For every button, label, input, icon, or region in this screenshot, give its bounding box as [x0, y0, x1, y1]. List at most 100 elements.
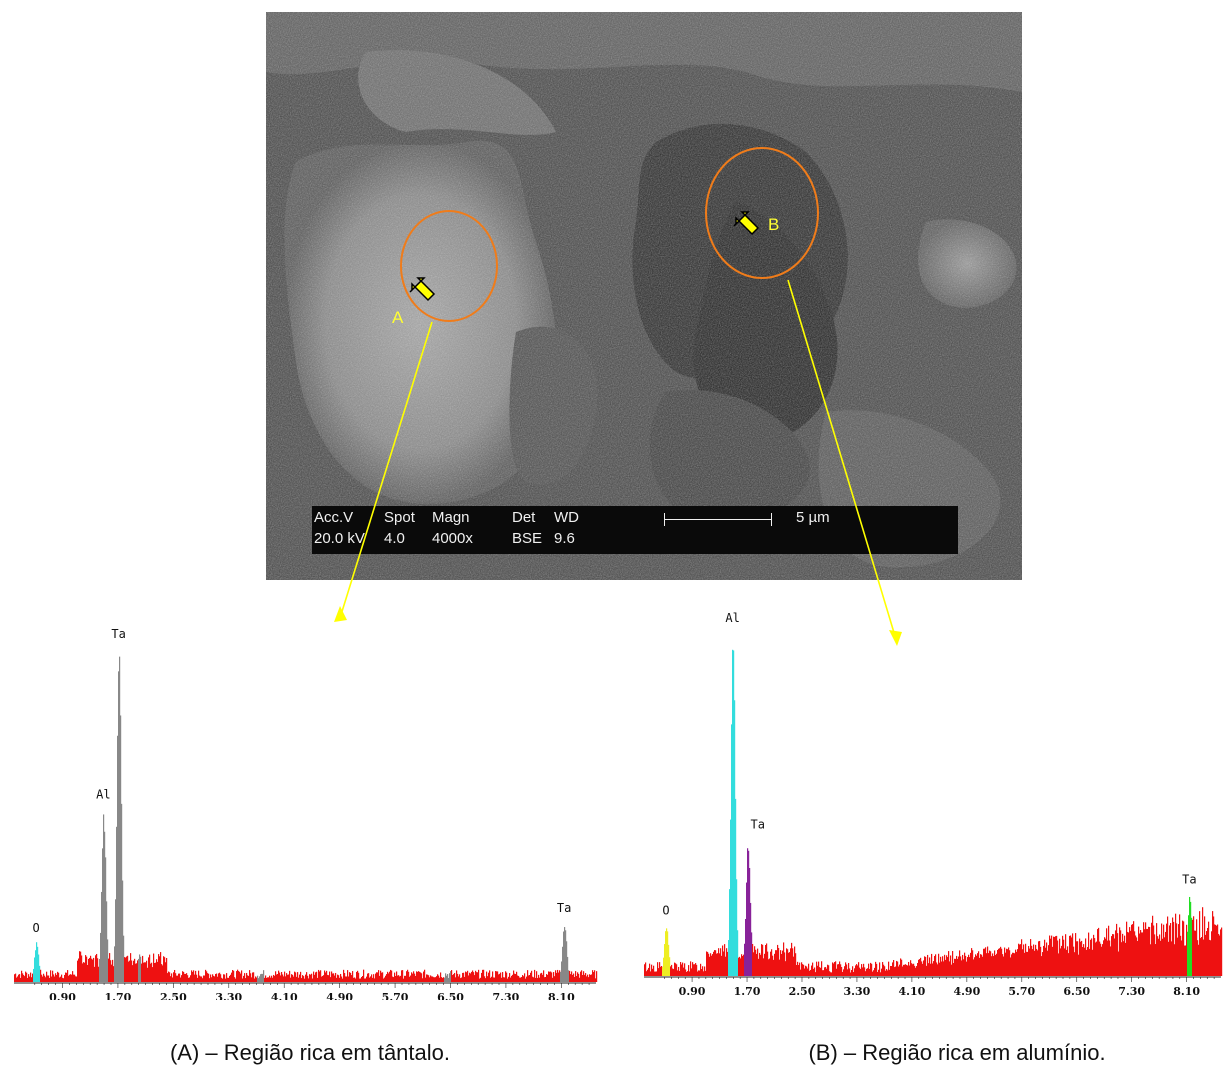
- spectrum-column: [1205, 934, 1207, 976]
- spectrum-column: [123, 935, 125, 982]
- spectrum-column: [1039, 940, 1041, 976]
- spectrum-column: [1006, 948, 1008, 976]
- spectrum-column: [1170, 923, 1172, 976]
- spectrum-column: [1164, 937, 1166, 976]
- spectrum-column: [316, 971, 318, 982]
- spectrum-column: [176, 975, 178, 982]
- spectrum-column: [241, 970, 243, 982]
- spectrum-column: [258, 978, 260, 982]
- spectrum-column: [126, 956, 128, 982]
- spectrum-column: [331, 971, 333, 982]
- spectrum-column: [216, 973, 218, 982]
- spectrum-column: [344, 973, 346, 982]
- databar-header-spot: Spot: [384, 509, 415, 526]
- spectrum-column: [830, 972, 832, 976]
- spectrum-column: [119, 656, 121, 982]
- spectrum-column: [475, 970, 477, 982]
- spectrum-column: [1145, 922, 1147, 976]
- spectrum-column: [876, 963, 878, 976]
- spectrum-column: [423, 971, 425, 982]
- spectrum-column: [1085, 938, 1087, 976]
- spectrum-column: [421, 973, 423, 982]
- spectrum-column: [558, 972, 560, 982]
- spectrum-column: [173, 972, 175, 982]
- spectrum-column: [758, 958, 760, 976]
- spectrum-column: [1052, 946, 1054, 976]
- spectrum-column: [785, 961, 787, 976]
- spectrum-column: [49, 977, 51, 982]
- spectrum-column: [839, 961, 841, 976]
- spectrum-column: [859, 967, 861, 976]
- spectrum-column: [916, 966, 918, 976]
- spectrum-column: [546, 974, 548, 982]
- spectrum-column: [868, 963, 870, 976]
- spectrum-column: [1167, 916, 1169, 976]
- spectrum-column: [264, 977, 266, 982]
- spectrum-column: [865, 971, 867, 976]
- marker-label-b: B: [768, 215, 780, 234]
- spectrum-column: [341, 976, 343, 982]
- spectrum-column: [782, 950, 784, 976]
- spectrum-column: [284, 971, 286, 982]
- spectrum-column: [776, 950, 778, 976]
- spectrum-column: [1182, 920, 1184, 976]
- spectrum-column: [873, 970, 875, 976]
- spectrum-column: [802, 964, 804, 976]
- spectrum-column: [1091, 938, 1093, 976]
- spectrum-column: [77, 960, 79, 982]
- spectrum-column: [129, 960, 131, 982]
- spectrum-column: [1185, 945, 1187, 976]
- spectrum-column: [488, 972, 490, 982]
- spectrum-column: [813, 968, 815, 976]
- spectrum-column: [367, 973, 369, 982]
- spectrum-column: [121, 803, 123, 982]
- spectrum-column: [357, 970, 359, 982]
- spectrum-column: [965, 955, 967, 976]
- spectrum-column: [696, 964, 698, 976]
- spectrum-column: [68, 975, 70, 982]
- spectrum-column: [360, 978, 362, 982]
- spectrum-column: [552, 977, 554, 982]
- spectrum-column: [1105, 938, 1107, 976]
- spectrum-column: [479, 978, 481, 982]
- spectrum-column: [65, 972, 67, 982]
- tick-label: 5.70: [382, 991, 409, 1000]
- spectrum-column: [1139, 933, 1141, 976]
- spectrum-column: [523, 976, 525, 982]
- spectrum-column: [1204, 916, 1206, 976]
- spectrum-column: [297, 972, 299, 982]
- caption-b: (B) – Região rica em alumínio.: [808, 1040, 1106, 1065]
- spectrum-column: [1148, 926, 1150, 976]
- spectrum-column: [435, 977, 437, 982]
- spectrum-column: [103, 814, 105, 982]
- spectrum-column: [463, 972, 465, 982]
- spectrum-column: [711, 955, 713, 976]
- spectrum-column: [396, 971, 398, 982]
- spectrum-column: [385, 975, 387, 982]
- spectrum-a: 0.90 1.70 2.50 3.30 4.10 4.90 5.70 6.50 7.30 8.10…: [14, 627, 598, 1000]
- spectrum-column: [66, 972, 68, 982]
- spectrum-column: [1029, 948, 1031, 976]
- spectrum-column: [387, 971, 389, 982]
- spectrum-column: [928, 963, 930, 976]
- spectrum-column: [665, 931, 667, 976]
- spectrum-column: [1190, 901, 1192, 976]
- spectrum-column: [452, 975, 454, 982]
- spectrum-column: [834, 962, 836, 976]
- tick-label: 4.90: [953, 985, 980, 998]
- spectrum-column: [493, 977, 495, 982]
- spectrum-column: [826, 968, 828, 976]
- spectrum-column: [436, 976, 438, 982]
- spectrum-column: [1172, 917, 1174, 976]
- spectrum-column: [1173, 921, 1175, 976]
- spectrum-column: [204, 975, 206, 982]
- spectrum-a-peak-labels: O Al Ta Ta: [33, 627, 572, 935]
- spectrum-column: [131, 960, 133, 982]
- spectrum-column: [1213, 916, 1215, 976]
- spectrum-column: [465, 971, 467, 982]
- spectrum-column: [911, 963, 913, 976]
- spectrum-column: [950, 955, 952, 976]
- spectrum-column: [156, 959, 158, 982]
- spectrum-column: [900, 958, 902, 976]
- spectrum-column: [1149, 927, 1151, 976]
